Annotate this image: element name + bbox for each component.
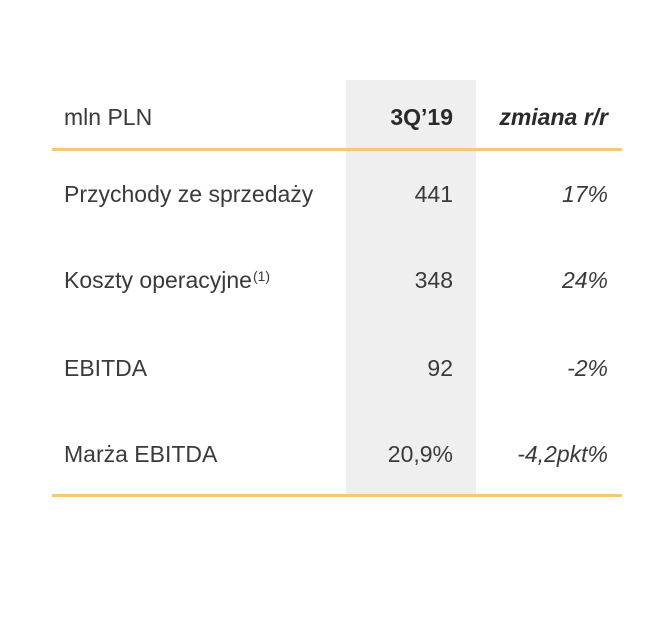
row-value: 92 [427, 355, 453, 381]
row-value: 348 [414, 267, 453, 293]
footnote-marker: (1) [252, 268, 271, 284]
header-period: 3Q’19 [390, 104, 453, 130]
row-value: 20,9% [387, 441, 453, 467]
row-label: Koszty operacyjne(1) [64, 267, 271, 293]
table-bottom-divider [52, 494, 622, 497]
row-label: EBITDA [64, 355, 148, 381]
row-label: Marża EBITDA [64, 441, 218, 467]
row-change: 24% [561, 267, 608, 293]
header-change: zmiana r/r [499, 104, 608, 130]
header-unit-label: mln PLN [64, 104, 153, 130]
row-label: Przychody ze sprzedaży [64, 181, 314, 207]
header-divider [52, 148, 622, 151]
row-change: 17% [561, 181, 608, 207]
row-change: -4,2pkt% [517, 441, 608, 467]
row-value: 441 [414, 181, 453, 207]
row-change: -2% [567, 355, 608, 381]
